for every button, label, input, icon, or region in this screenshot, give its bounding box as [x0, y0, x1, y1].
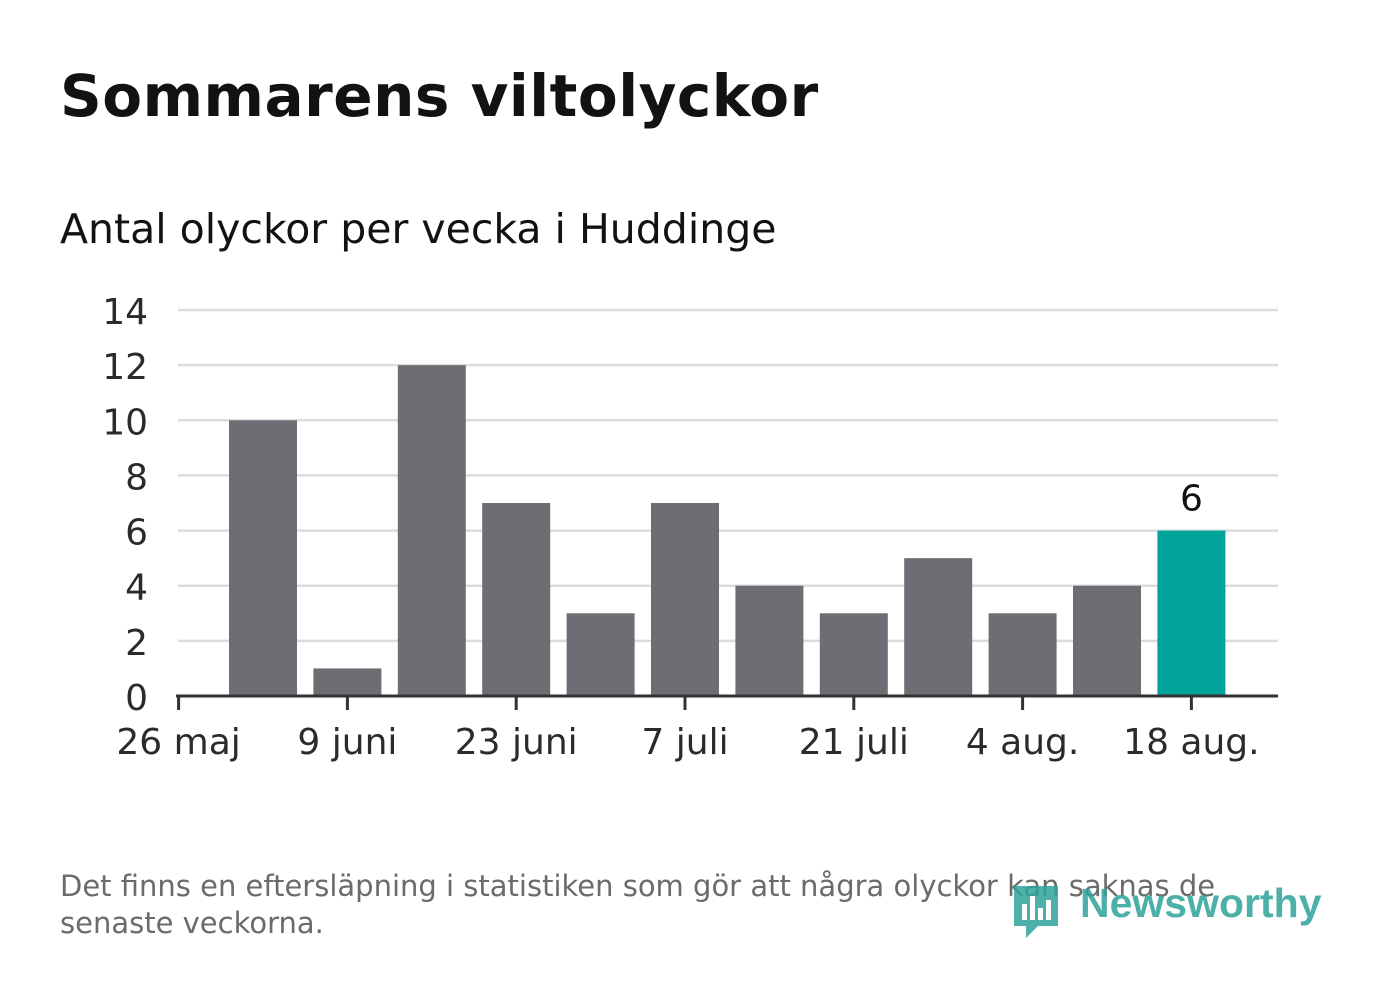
bar	[1073, 585, 1141, 696]
y-tick-label: 14	[102, 292, 148, 333]
bar	[566, 613, 635, 696]
y-tick-label: 2	[125, 623, 148, 664]
logo-text: Newsworthy	[1080, 880, 1322, 926]
bar	[482, 503, 551, 696]
y-tick-label: 4	[125, 568, 148, 609]
y-tick-label: 8	[125, 457, 148, 498]
bar	[313, 668, 382, 696]
bar	[651, 503, 719, 696]
bar	[819, 613, 888, 696]
x-tick-label: 7 juli	[641, 722, 728, 763]
y-tick-label: 10	[102, 402, 148, 443]
x-tick-label: 26 maj	[116, 722, 240, 763]
bar	[1157, 530, 1226, 696]
data-label: 6	[1180, 479, 1203, 520]
x-tick-label: 21 juli	[799, 722, 909, 763]
bar	[735, 585, 804, 696]
bar	[988, 613, 1057, 696]
x-tick-label: 23 juni	[455, 722, 578, 763]
newsworthy-logo-icon	[1014, 886, 1058, 938]
bar	[904, 558, 973, 696]
x-tick-label: 9 juni	[297, 722, 397, 763]
x-tick-label: 18 aug.	[1123, 722, 1259, 763]
y-tick-label: 6	[125, 513, 148, 554]
x-tick-label: 4 aug.	[966, 722, 1080, 763]
y-tick-label: 12	[102, 347, 148, 388]
bar	[397, 365, 466, 696]
chart-subtitle: Antal olyckor per vecka i Huddinge	[60, 205, 777, 253]
y-tick-label: 0	[125, 678, 148, 719]
newsworthy-logo[interactable]: Newsworthy	[1008, 876, 1328, 946]
bar	[229, 420, 297, 696]
chart-title: Sommarens viltolyckor	[60, 62, 819, 130]
